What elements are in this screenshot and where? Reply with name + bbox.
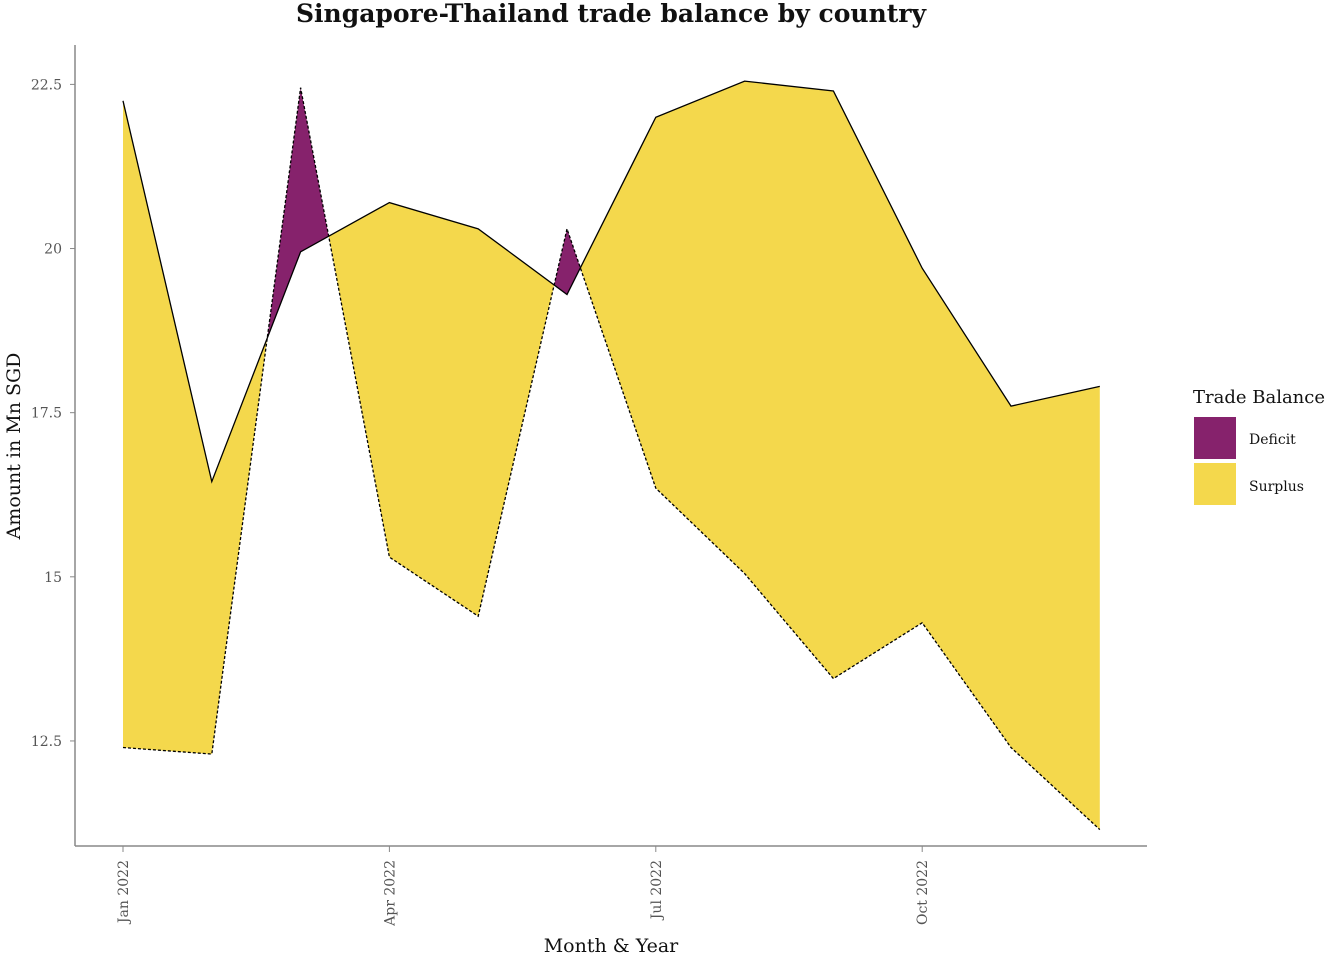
- legend-swatch-deficit: [1194, 417, 1236, 459]
- legend-label-deficit: Deficit: [1249, 432, 1296, 448]
- legend-swatch-surplus: [1194, 463, 1236, 505]
- area-layer: [123, 81, 1100, 830]
- y-tick-label-0: 12.5: [31, 734, 62, 750]
- surplus-area-4: [580, 81, 1100, 830]
- deficit-area-1: [267, 87, 329, 339]
- series-line-0: [122, 80, 1100, 484]
- line-layer: [122, 80, 1101, 831]
- y-axis-ticks: 12.5 15 17.5 20 22.5: [31, 77, 75, 750]
- y-axis-title: Amount in Mn SGD: [3, 353, 25, 541]
- surplus-area-2: [328, 202, 555, 617]
- x-tick-label-1: Apr 2022: [382, 860, 398, 927]
- legend-title: Trade Balance: [1193, 387, 1325, 408]
- x-tick-label-0: Jan 2022: [116, 860, 132, 925]
- surplus-area-0: [123, 100, 268, 755]
- chart-title: Singapore-Thailand trade balance by coun…: [296, 0, 927, 28]
- x-tick-label-3: Oct 2022: [915, 860, 931, 925]
- legend-label-surplus: Surplus: [1249, 479, 1304, 495]
- y-tick-label-3: 20: [44, 242, 62, 258]
- series-line-1: [122, 87, 1101, 831]
- y-tick-label-4: 22.5: [31, 77, 62, 93]
- y-tick-label-1: 15: [44, 570, 62, 586]
- deficit-area-3: [554, 228, 581, 295]
- x-axis-title: Month & Year: [544, 935, 679, 957]
- x-axis-ticks: Jan 2022 Apr 2022 Jul 2022 Oct 2022: [116, 846, 931, 927]
- y-tick-label-2: 17.5: [31, 406, 62, 422]
- x-tick-label-2: Jul 2022: [649, 860, 665, 921]
- legend: Trade Balance Deficit Surplus: [1193, 387, 1325, 505]
